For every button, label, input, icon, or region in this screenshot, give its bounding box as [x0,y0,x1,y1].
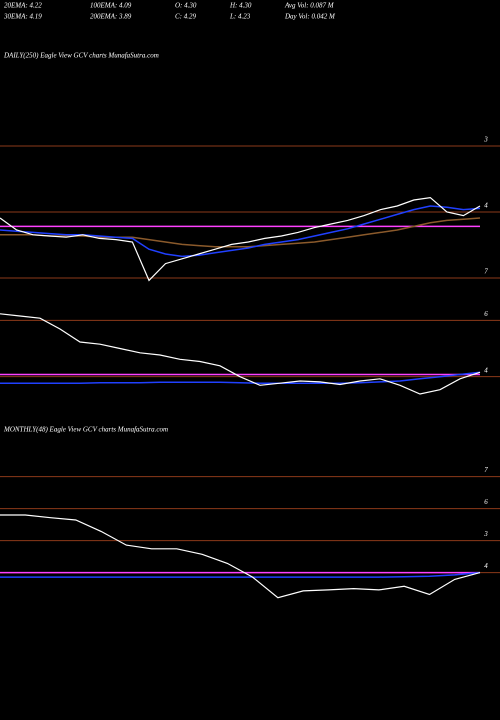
y-tick-label: 4 [484,562,488,570]
header-stat: H: 4.30 [229,2,252,10]
y-tick-label: 6 [484,498,488,506]
y-tick-label: 3 [483,530,488,538]
y-tick-label: 6 [484,310,488,318]
series-line [0,514,481,599]
header-stat: Day Vol: 0.042 M [284,13,336,21]
header-stat: 20EMA: 4.22 [4,2,42,10]
panel-title: MONTHLY(48) Eagle View GCV charts Munafa… [3,426,168,434]
y-tick-label: 4 [484,202,488,210]
series-line [0,217,481,248]
header-stat: 100EMA: 4.09 [90,2,132,10]
series-line [0,196,481,282]
header-stat: C: 4.29 [175,13,197,21]
y-tick-label: 7 [484,466,488,474]
y-tick-label: 7 [484,268,488,276]
header-stat: 200EMA: 3.89 [90,13,132,21]
header-stat: Avg Vol: 0.087 M [284,2,335,10]
header-stat: L: 4.23 [229,13,251,21]
series-line [0,313,481,395]
header-stat: O: 4.30 [175,2,197,10]
series-line [0,371,481,384]
header-stat: 30EMA: 4.19 [3,13,42,21]
panel-title: DAILY(250) Eagle View GCV charts MunafaS… [3,52,159,60]
series-line [0,571,481,578]
y-tick-label: 3 [483,136,488,144]
series-line [0,205,481,258]
y-tick-label: 4 [484,366,488,374]
